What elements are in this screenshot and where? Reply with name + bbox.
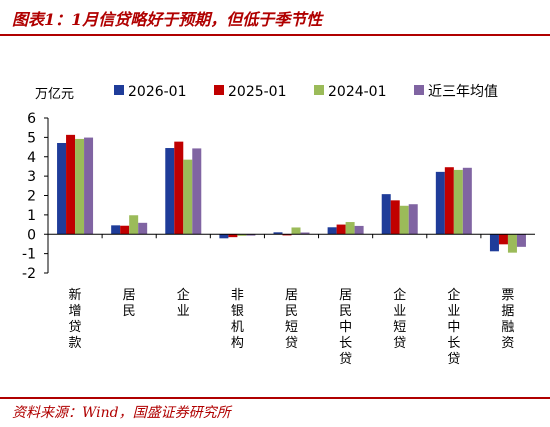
bar-2024-01-新增贷款 <box>75 138 85 235</box>
category-label-票据融资: 票据融资 <box>501 288 514 351</box>
y-tick-label: 6 <box>27 111 36 127</box>
bar-近三年均值-企业 <box>192 148 202 235</box>
bar-近三年均值-票据融资 <box>516 234 526 247</box>
bar-2025-01-居民中长贷 <box>336 224 346 235</box>
bar-2026-01-企业 <box>165 148 175 235</box>
bar-近三年均值-居民 <box>138 222 148 235</box>
bar-2026-01-居民中长贷 <box>327 227 337 235</box>
title-bar: 图表1：1月信贷略好于预期，但低于季节性 <box>0 0 550 34</box>
category-labels: 新增贷款 居民 企业 非银机构 居民短贷 居民中长贷 企业短贷 企业中长贷 票据融资 <box>69 287 515 367</box>
bar-2024-01-企业短贷 <box>399 205 409 235</box>
y-tick-label: 4 <box>27 150 36 166</box>
bar-2025-01-企业中长贷 <box>444 167 454 235</box>
bar-2026-01-居民短贷 <box>273 232 283 235</box>
legend-label-2024-01: 2024-01 <box>328 84 387 100</box>
bar-2024-01-票据融资 <box>507 234 517 253</box>
bars <box>57 134 526 253</box>
y-tick-label: 0 <box>27 227 36 243</box>
legend-label-2025-01: 2025-01 <box>228 84 287 100</box>
bar-2025-01-非银机构 <box>228 234 238 238</box>
y-tick-label: 1 <box>27 208 36 224</box>
y-tick-label: 5 <box>27 130 36 146</box>
footer-divider <box>0 397 550 399</box>
y-axis: 6 5 4 3 2 1 0 -1 -2 <box>22 111 49 282</box>
chart-title: 图表1：1月信贷略好于预期，但低于季节性 <box>12 10 323 29</box>
bar-2026-01-非银机构 <box>219 234 229 239</box>
bar-2025-01-企业短贷 <box>390 200 400 235</box>
legend-label-近三年均值: 近三年均值 <box>428 84 498 100</box>
legend-swatch-近三年均值 <box>414 85 424 95</box>
bar-2025-01-企业 <box>174 141 184 235</box>
bar-近三年均值-新增贷款 <box>84 137 94 235</box>
bar-2025-01-新增贷款 <box>66 134 76 235</box>
legend-swatch-2026-01 <box>114 85 124 95</box>
bar-2025-01-票据融资 <box>498 234 508 245</box>
y-tick-label: 2 <box>27 189 36 205</box>
bar-近三年均值-企业短贷 <box>408 204 418 235</box>
bar-2024-01-居民 <box>129 215 139 235</box>
bar-近三年均值-居民中长贷 <box>354 225 364 235</box>
legend-label-2026-01: 2026-01 <box>128 84 187 100</box>
bar-2026-01-居民 <box>111 225 121 235</box>
source-note: 资料来源：Wind，国盛证券研究所 <box>12 405 231 421</box>
bar-2024-01-非银机构 <box>237 234 247 236</box>
category-label-新增贷款: 新增贷款 <box>69 287 82 351</box>
bar-2026-01-新增贷款 <box>57 142 67 235</box>
bar-近三年均值-企业中长贷 <box>462 167 472 235</box>
legend-swatch-2024-01 <box>314 85 324 95</box>
x-axis <box>48 233 535 239</box>
category-label-企业中长贷: 企业中长贷 <box>447 287 460 367</box>
category-label-企业: 企业 <box>177 287 190 319</box>
category-label-居民中长贷: 居民中长贷 <box>339 288 352 367</box>
y-tick-label: -2 <box>22 266 36 282</box>
bar-近三年均值-非银机构 <box>246 234 256 236</box>
category-label-非银机构: 非银机构 <box>231 288 244 351</box>
legend-swatch-2025-01 <box>214 85 224 95</box>
title-divider <box>0 34 550 36</box>
bar-2024-01-居民短贷 <box>291 227 301 235</box>
bar-2025-01-居民短贷 <box>282 234 292 236</box>
bar-2026-01-企业短贷 <box>381 194 391 235</box>
category-label-居民: 居民 <box>123 288 136 319</box>
legend: 2026-01 2025-01 2024-01 近三年均值 <box>114 84 498 100</box>
y-tick-label: -1 <box>22 247 36 263</box>
y-tick-label: 3 <box>27 169 36 185</box>
bar-近三年均值-居民短贷 <box>300 232 310 235</box>
category-label-企业短贷: 企业短贷 <box>393 287 406 351</box>
bar-2024-01-企业 <box>183 159 193 235</box>
bar-2026-01-企业中长贷 <box>435 171 445 235</box>
bar-2024-01-企业中长贷 <box>453 169 463 235</box>
bar-chart: 2026-01 2025-01 2024-01 近三年均值 万亿元 6 5 4 3 2 1 0 -1… <box>22 84 535 367</box>
bar-2026-01-票据融资 <box>489 234 499 252</box>
bar-2024-01-居民中长贷 <box>345 222 355 235</box>
unit-label: 万亿元 <box>35 87 74 102</box>
bar-2025-01-居民 <box>120 225 130 235</box>
category-label-居民短贷: 居民短贷 <box>285 288 298 351</box>
